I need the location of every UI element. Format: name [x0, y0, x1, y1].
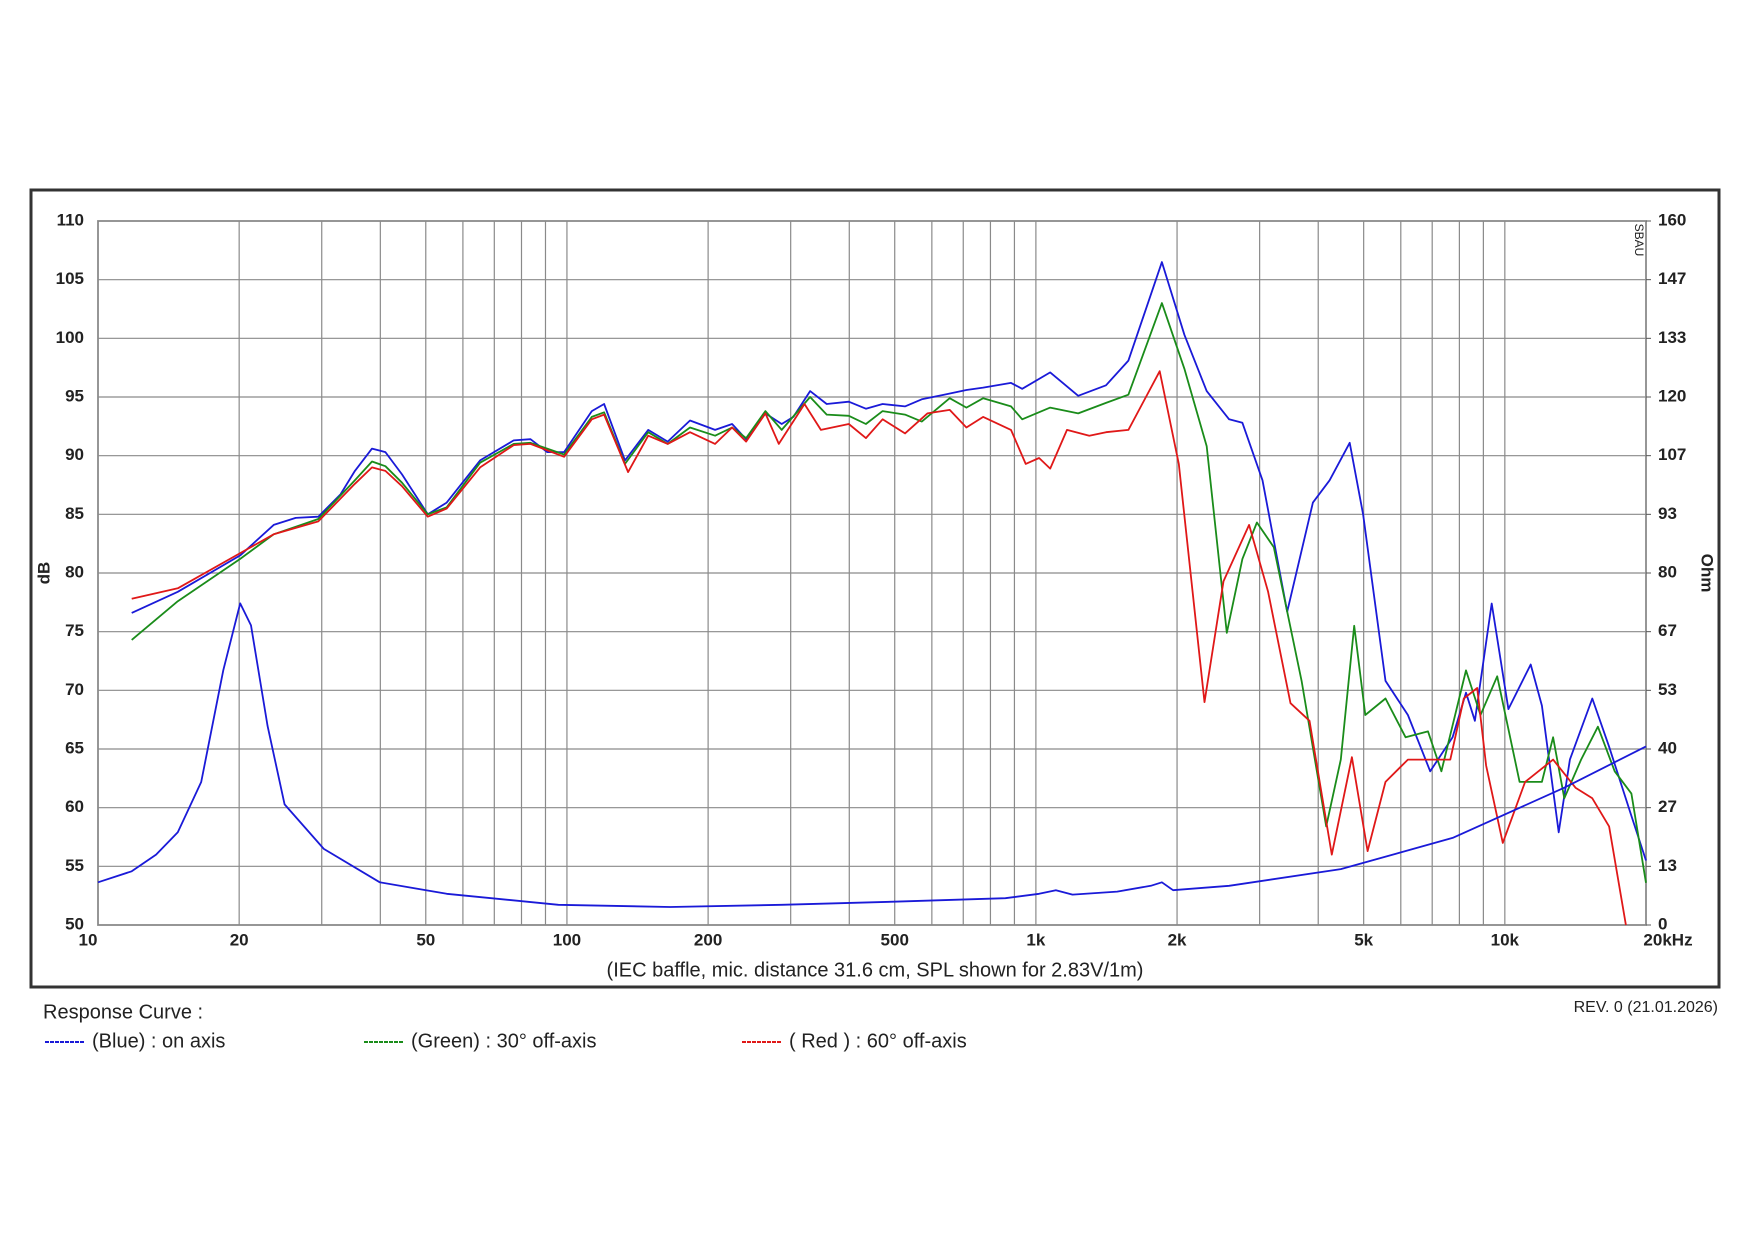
legend-label: (Green) : 30° off-axis — [411, 1030, 596, 1052]
y-tick-label: 105 — [56, 269, 84, 288]
y2-tick-label: 93 — [1658, 504, 1677, 523]
x-tick-label: 500 — [881, 930, 909, 949]
response-line — [131, 261, 1647, 861]
x-tick-label: 2k — [1168, 930, 1187, 949]
y-tick-label: 60 — [65, 797, 84, 816]
response-line — [131, 302, 1647, 883]
y2-tick-label: 40 — [1658, 738, 1677, 757]
y-tick-label: 80 — [65, 562, 84, 581]
y2-tick-label: 147 — [1658, 269, 1686, 288]
x-tick-label: 1k — [1026, 930, 1045, 949]
y-tick-label: 110 — [57, 210, 84, 229]
x-tick-label: 5k — [1354, 930, 1373, 949]
y2-tick-label: 67 — [1658, 621, 1677, 640]
legend-label: (Blue) : on axis — [92, 1030, 225, 1052]
x-axis-label: (IEC baffle, mic. distance 31.6 cm, SPL … — [607, 959, 1144, 981]
y-tick-label: 90 — [65, 445, 84, 464]
x-tick-label: 10k — [1491, 930, 1520, 949]
watermark: SBAU — [1632, 224, 1646, 257]
legend-title: Response Curve : — [43, 1001, 203, 1023]
y-tick-label: 95 — [65, 386, 84, 405]
y-tick-label: 85 — [65, 504, 84, 523]
y2-tick-label: 133 — [1658, 328, 1686, 347]
x-tick-label: 200 — [694, 930, 722, 949]
response-line — [131, 370, 1627, 926]
x-tick-label: 20kHz — [1643, 930, 1692, 949]
y2-tick-label: 107 — [1658, 445, 1686, 464]
y2-tick-label: 120 — [1658, 386, 1686, 405]
y2-tick-label: 80 — [1658, 562, 1677, 581]
revision: REV. 0 (21.01.2026) — [1574, 999, 1718, 1016]
y-tick-label: 100 — [56, 328, 84, 347]
legend-label: ( Red ) : 60° off-axis — [789, 1030, 967, 1052]
y-tick-label: 50 — [65, 914, 84, 933]
y2-tick-label: 27 — [1658, 797, 1677, 816]
x-tick-label: 20 — [230, 930, 249, 949]
x-tick-label: 10 — [79, 930, 98, 949]
y-tick-label: 55 — [65, 856, 84, 875]
y2-tick-label: 0 — [1658, 914, 1667, 933]
y2-axis-label: Ohm — [1698, 554, 1717, 593]
y2-tick-label: 13 — [1658, 856, 1677, 875]
y2-tick-label: 53 — [1658, 680, 1677, 699]
impedance-line — [97, 602, 1647, 908]
y2-tick-label: 160 — [1658, 210, 1686, 229]
x-tick-label: 100 — [553, 930, 581, 949]
y-tick-label: 65 — [65, 738, 84, 757]
x-tick-label: 50 — [416, 930, 435, 949]
chart-frame — [29, 188, 1721, 989]
y-axis-label: dB — [34, 562, 53, 585]
y-tick-label: 75 — [65, 621, 84, 640]
y-tick-label: 70 — [65, 680, 84, 699]
